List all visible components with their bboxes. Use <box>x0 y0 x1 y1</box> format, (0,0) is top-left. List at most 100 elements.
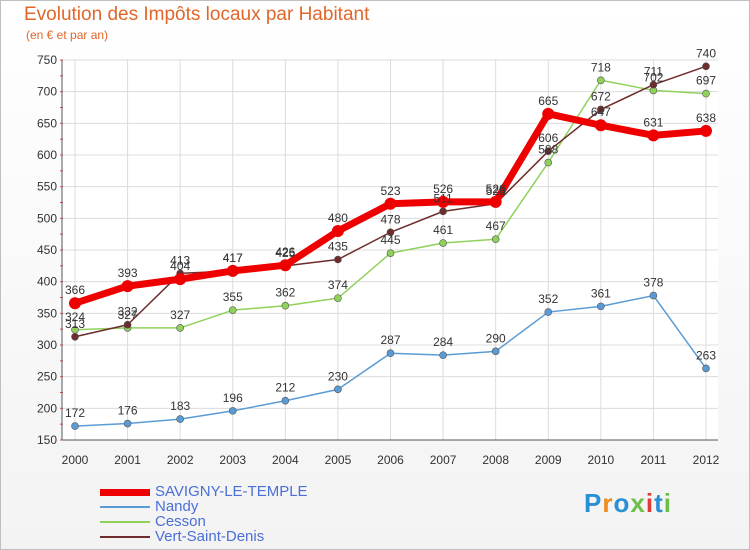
legend-swatch <box>100 536 150 538</box>
data-label-savigny-le-temple: 417 <box>223 251 243 265</box>
data-label-nandy: 263 <box>696 348 716 362</box>
data-label-cesson: 445 <box>380 233 400 247</box>
data-label-nandy: 352 <box>538 292 558 306</box>
data-label-cesson: 467 <box>486 219 506 233</box>
data-point-savigny-le-temple <box>174 273 187 286</box>
data-point-savigny-le-temple <box>279 259 292 272</box>
x-tick-label: 2003 <box>219 453 246 467</box>
data-point-cesson <box>491 235 500 244</box>
data-label-cesson: 362 <box>275 286 295 300</box>
data-point-savigny-le-temple <box>647 129 660 142</box>
data-label-vert-saint-denis: 511 <box>434 191 453 205</box>
data-label-nandy: 183 <box>170 399 190 413</box>
data-label-nandy: 378 <box>643 276 663 290</box>
data-point-savigny-le-temple <box>489 195 502 208</box>
y-tick-label: 700 <box>37 85 57 99</box>
data-label-nandy: 230 <box>328 369 348 383</box>
logo-letter: x <box>630 488 646 518</box>
logo-letter: t <box>654 488 664 518</box>
data-point-nandy <box>649 291 658 300</box>
legend-label: Cesson <box>155 513 206 530</box>
data-point-nandy <box>334 385 342 394</box>
data-label-cesson: 324 <box>65 310 85 324</box>
data-label-cesson: 355 <box>223 290 243 304</box>
logo-letter: o <box>613 488 631 518</box>
chart-title: Evolution des Impôts locaux par Habitant <box>24 4 370 25</box>
data-point-savigny-le-temple <box>384 197 397 210</box>
data-label-vert-saint-denis: 413 <box>170 253 190 267</box>
data-label-savigny-le-temple: 393 <box>118 266 138 280</box>
data-label-vert-saint-denis: 711 <box>644 65 663 79</box>
data-point-savigny-le-temple <box>594 119 607 132</box>
logo-letter: r <box>602 488 614 518</box>
data-label-vert-saint-denis: 606 <box>538 131 558 145</box>
y-tick-label: 250 <box>37 370 57 384</box>
data-point-savigny-le-temple <box>69 297 81 310</box>
data-label-nandy: 361 <box>591 286 611 300</box>
data-label-cesson: 697 <box>696 74 716 88</box>
data-label-cesson: 461 <box>433 223 453 237</box>
data-point-savigny-le-temple <box>331 225 344 237</box>
x-tick-label: 2012 <box>693 453 720 467</box>
legend-swatch <box>100 521 150 523</box>
y-tick-label: 350 <box>37 306 57 320</box>
legend-swatch <box>100 488 150 496</box>
data-point-nandy <box>71 422 79 430</box>
data-label-nandy: 196 <box>223 391 243 405</box>
data-label-vert-saint-denis: 313 <box>65 317 85 331</box>
data-label-vert-saint-denis: 417 <box>223 251 243 265</box>
data-point-cesson <box>281 301 290 310</box>
data-label-cesson: 327 <box>118 308 138 322</box>
data-label-savigny-le-temple: 526 <box>486 182 506 196</box>
data-label-vert-saint-denis: 523 <box>486 184 506 198</box>
legend-label: Vert-Saint-Denis <box>155 528 265 545</box>
data-point-nandy <box>176 415 184 423</box>
data-label-cesson: 702 <box>643 70 663 84</box>
x-tick-label: 2006 <box>377 453 404 467</box>
data-point-nandy <box>491 347 500 356</box>
data-point-nandy <box>123 419 132 428</box>
data-label-savigny-le-temple: 366 <box>65 283 85 297</box>
data-label-savigny-le-temple: 638 <box>696 111 716 125</box>
data-label-cesson: 718 <box>591 60 611 74</box>
legend-label: Nandy <box>155 498 199 515</box>
x-tick-label: 2001 <box>114 453 141 467</box>
y-tick-label: 550 <box>37 180 57 194</box>
data-point-cesson <box>228 306 237 314</box>
data-label-vert-saint-denis: 740 <box>696 46 716 60</box>
chart-subtitle: (en € et par an) <box>26 28 109 42</box>
data-point-cesson <box>597 76 605 85</box>
x-tick-label: 2005 <box>325 453 352 467</box>
x-tick-label: 2004 <box>272 453 299 467</box>
data-label-cesson: 588 <box>538 143 558 157</box>
data-point-savigny-le-temple <box>437 195 450 208</box>
y-tick-label: 500 <box>37 211 57 225</box>
legend-label: SAVIGNY-LE-TEMPLE <box>155 483 308 500</box>
logo-letter: P <box>584 488 603 518</box>
x-tick-label: 2010 <box>587 453 614 467</box>
y-tick-label: 200 <box>37 401 57 415</box>
data-label-nandy: 212 <box>275 381 295 395</box>
data-label-vert-saint-denis: 425 <box>275 246 295 260</box>
y-tick-label: 600 <box>37 148 57 162</box>
data-point-vert-saint-denis <box>649 80 658 89</box>
data-point-vert-saint-denis <box>123 320 132 329</box>
y-tick-label: 150 <box>37 433 57 447</box>
data-point-vert-saint-denis <box>439 207 447 216</box>
data-point-vert-saint-denis <box>71 332 79 341</box>
legend-swatch <box>100 506 150 508</box>
logo-letter: i <box>645 488 655 518</box>
data-label-nandy: 290 <box>486 331 506 345</box>
data-label-nandy: 176 <box>118 404 138 418</box>
data-label-nandy: 284 <box>433 335 453 349</box>
data-point-vert-saint-denis <box>386 228 395 237</box>
x-tick-label: 2011 <box>641 453 667 467</box>
data-label-savigny-le-temple: 631 <box>643 115 663 129</box>
data-point-cesson <box>544 158 553 167</box>
data-point-savigny-le-temple <box>700 124 712 137</box>
data-label-vert-saint-denis: 478 <box>380 212 400 226</box>
data-label-vert-saint-denis: 435 <box>328 240 348 254</box>
data-point-cesson <box>702 89 710 98</box>
data-label-savigny-le-temple: 480 <box>328 211 348 225</box>
